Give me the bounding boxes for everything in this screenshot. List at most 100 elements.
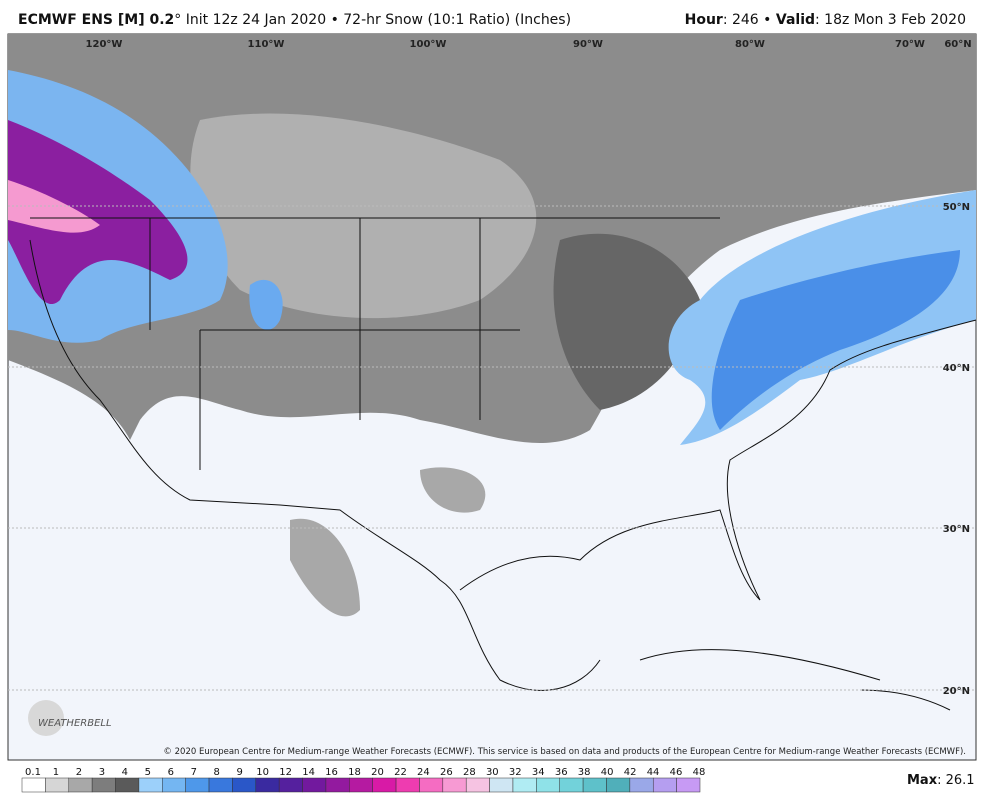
colorbar-tick-label: 9 bbox=[237, 767, 243, 778]
valid-label: Valid bbox=[775, 12, 816, 28]
coastline-west-south bbox=[29, 239, 601, 691]
colorbar-tick-label: 2 bbox=[76, 767, 82, 778]
snow-lightgray bbox=[190, 113, 537, 319]
snow-mexico bbox=[290, 518, 360, 617]
colorbar-tick-label: 3 bbox=[99, 767, 105, 778]
colorbar-tick-label: 36 bbox=[555, 767, 568, 778]
colorbar-tick-label: 48 bbox=[693, 767, 706, 778]
longitude-label: 80°W bbox=[735, 39, 765, 50]
colorbar-swatch bbox=[45, 777, 70, 793]
logo: WEATHERBELL bbox=[38, 718, 112, 729]
coastline-gulf-east bbox=[459, 319, 977, 601]
state-borders bbox=[30, 217, 720, 470]
colorbar-swatch bbox=[676, 777, 701, 793]
colorbar-tick-label: 0.1 bbox=[25, 767, 41, 778]
colorbar-swatch bbox=[232, 777, 257, 793]
colorbar-swatch bbox=[255, 777, 280, 793]
colorbar-swatch bbox=[489, 777, 514, 793]
header-description: ° Init 12z 24 Jan 2020 • 72-hr Snow (10:… bbox=[174, 12, 572, 28]
colorbar-swatch bbox=[302, 777, 327, 793]
latitude-label: 20°N bbox=[943, 686, 970, 697]
longitude-label: 100°W bbox=[410, 39, 447, 50]
snow-darkgray bbox=[553, 233, 700, 410]
colorbar-swatch bbox=[21, 777, 46, 793]
colorbar-swatch bbox=[465, 777, 490, 793]
snow-blue-rockies bbox=[249, 279, 283, 330]
longitude-label: 90°W bbox=[573, 39, 603, 50]
latitude-label: 40°N bbox=[943, 363, 970, 374]
colorbar-tick-label: 16 bbox=[325, 767, 338, 778]
coastlines-borders bbox=[29, 217, 977, 711]
model-name: ECMWF ENS [M] 0.2 bbox=[18, 12, 175, 28]
logo-globe bbox=[28, 700, 64, 736]
colorbar-tick-label: 26 bbox=[440, 767, 453, 778]
max-text: Max: 26.1 bbox=[907, 773, 975, 788]
colorbar: 0.1 1 2 3 4 5 6 7 8 9 10 12 14 16 18 20 22 24 26 28 30 32 34 36… bbox=[21, 767, 706, 793]
colorbar-tick-label: 34 bbox=[532, 767, 545, 778]
colorbar-swatch bbox=[162, 777, 186, 793]
caribbean bbox=[639, 649, 951, 711]
colorbar-swatch bbox=[582, 777, 607, 793]
colorbar-tick-label: 20 bbox=[371, 767, 384, 778]
colorbar-swatch bbox=[91, 777, 116, 793]
colorbar-tick-label: 42 bbox=[624, 767, 637, 778]
latitude-label: 50°N bbox=[943, 202, 970, 213]
colorbar-tick-label: 1 bbox=[53, 767, 59, 778]
colorbar-tick-label: 14 bbox=[302, 767, 315, 778]
colorbar-swatch bbox=[372, 777, 397, 793]
colorbar-swatch bbox=[278, 777, 303, 793]
colorbar-tick-label: 8 bbox=[214, 767, 220, 778]
colorbar-tick-label: 22 bbox=[394, 767, 407, 778]
colorbar-swatch bbox=[68, 777, 93, 793]
colorbar-swatch bbox=[138, 777, 163, 793]
snow-pink-nw bbox=[8, 180, 100, 233]
colorbar-swatch bbox=[512, 777, 537, 793]
snow-patch bbox=[420, 467, 486, 513]
colorbar-tick-label: 32 bbox=[509, 767, 522, 778]
colorbar-swatch bbox=[442, 777, 467, 793]
hour-label: Hour bbox=[684, 12, 723, 28]
max-value: : 26.1 bbox=[937, 773, 974, 788]
hour-value: : 246 • bbox=[722, 12, 776, 28]
colorbar-tick-label: 40 bbox=[601, 767, 614, 778]
longitude-label: 110°W bbox=[248, 39, 285, 50]
colorbar-swatch bbox=[115, 777, 140, 793]
colorbar-tick-label: 30 bbox=[486, 767, 499, 778]
longitude-label: 60°N bbox=[944, 39, 971, 50]
colorbar-swatch bbox=[652, 777, 677, 793]
colorbar-tick-label: 6 bbox=[168, 767, 174, 778]
colorbar-tick-label: 28 bbox=[463, 767, 476, 778]
colorbar-swatch bbox=[325, 777, 350, 793]
colorbar-tick-label: 5 bbox=[145, 767, 151, 778]
snow-blue-ne-core bbox=[711, 250, 960, 430]
colorbar-tick-label: 4 bbox=[122, 767, 128, 778]
graticule: 120°W 110°W 100°W 90°W 80°W 70°W 60°N 50°N 40°N 3… bbox=[8, 39, 976, 697]
colorbar-swatch bbox=[629, 777, 654, 793]
colorbar-tick-label: 24 bbox=[417, 767, 430, 778]
colorbar-swatch bbox=[185, 777, 210, 793]
colorbar-tick-label: 10 bbox=[256, 767, 269, 778]
colorbar-tick-label: 12 bbox=[279, 767, 292, 778]
header-left: ECMWF ENS [M] 0.2° Init 12z 24 Jan 2020 … bbox=[18, 12, 571, 28]
copyright: © 2020 European Centre for Medium-range … bbox=[163, 747, 966, 757]
snow-purple-nw bbox=[8, 120, 188, 305]
latitude-label: 30°N bbox=[943, 524, 970, 535]
colorbar-swatch bbox=[395, 777, 420, 793]
colorbar-tick-label: 46 bbox=[670, 767, 683, 778]
colorbar-tick-label: 44 bbox=[647, 767, 660, 778]
snow-fields bbox=[8, 34, 976, 617]
colorbar-tick-label: 7 bbox=[191, 767, 197, 778]
colorbar-swatch bbox=[419, 777, 444, 793]
colorbar-swatch bbox=[559, 777, 584, 793]
colorbar-tick-label: 38 bbox=[578, 767, 591, 778]
colorbar-swatch bbox=[208, 777, 233, 793]
max-label: Max bbox=[907, 773, 938, 788]
longitude-label: 70°W bbox=[895, 39, 925, 50]
colorbar-tick-label: 18 bbox=[348, 767, 361, 778]
header-right: Hour: 246 • Valid: 18z Mon 3 Feb 2020 bbox=[685, 12, 966, 28]
valid-value: : 18z Mon 3 Feb 2020 bbox=[815, 12, 966, 28]
colorbar-swatch bbox=[349, 777, 373, 793]
colorbar-swatch bbox=[536, 777, 560, 793]
